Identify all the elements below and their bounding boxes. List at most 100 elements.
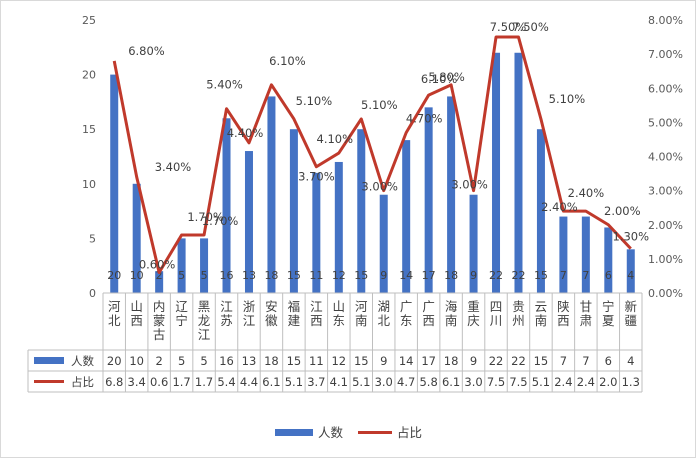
table-cell: 10 xyxy=(129,354,144,368)
line-point-label: 1.70% xyxy=(202,214,239,228)
table-cell: 4 xyxy=(627,354,634,368)
table-cell: 5.1 xyxy=(285,375,303,389)
bar-value-label: 18 xyxy=(264,269,278,282)
bar-value-label: 7 xyxy=(582,269,589,282)
bar-value-label: 2 xyxy=(156,269,163,282)
line-point-label: 2.00% xyxy=(604,204,641,218)
bar-value-label: 6 xyxy=(605,269,612,282)
line-point-label: 4.10% xyxy=(317,132,354,146)
line-point-label: 2.40% xyxy=(568,186,605,200)
line-point-label: 3.00% xyxy=(451,178,488,192)
line-point-label: 4.40% xyxy=(227,126,264,140)
table-cell: 13 xyxy=(242,354,257,368)
table-cell: 7.5 xyxy=(509,375,527,389)
bar xyxy=(267,96,276,293)
table-cell: 9 xyxy=(380,354,387,368)
category-label: 广西 xyxy=(422,299,435,328)
right-axis-tick: 7.00% xyxy=(648,48,683,61)
bar-value-label: 12 xyxy=(332,269,346,282)
bar-value-label: 11 xyxy=(309,269,323,282)
table-cell: 1.7 xyxy=(195,375,213,389)
line-point-label: 3.40% xyxy=(155,160,192,174)
bar-value-label: 5 xyxy=(178,269,185,282)
bar-value-label: 20 xyxy=(107,269,121,282)
bar xyxy=(334,161,343,293)
line-point-label: 3.00% xyxy=(361,180,398,194)
table-legend-label: 占比 xyxy=(71,375,94,389)
line-point-label: 1.30% xyxy=(613,230,650,244)
bar-value-label: 13 xyxy=(242,269,256,282)
bar-value-label: 16 xyxy=(220,269,234,282)
table-cell: 22 xyxy=(489,354,504,368)
bar xyxy=(289,129,298,293)
bar-value-label: 10 xyxy=(130,269,144,282)
left-axis-tick: 15 xyxy=(82,123,96,136)
left-axis-tick: 20 xyxy=(82,69,96,82)
bar xyxy=(379,194,388,293)
bar xyxy=(222,118,231,293)
bar xyxy=(492,52,501,294)
table-legend-label: 人数 xyxy=(71,354,94,368)
right-axis-tick: 2.00% xyxy=(648,219,683,232)
legend-label: 占比 xyxy=(397,425,422,440)
table-cell: 16 xyxy=(219,354,234,368)
table-cell: 6.1 xyxy=(262,375,280,389)
bar xyxy=(536,129,545,293)
line-point-label: 4.70% xyxy=(406,112,443,126)
line-point-label: 0.60% xyxy=(139,258,176,272)
table-cell: 5.1 xyxy=(352,375,370,389)
category-label: 江苏 xyxy=(220,299,233,328)
category-label: 贵州 xyxy=(512,299,525,328)
category-label: 安徽 xyxy=(265,299,278,328)
bar xyxy=(110,74,119,293)
table-cell: 2 xyxy=(155,354,162,368)
line-point-label: 6.10% xyxy=(269,54,306,68)
line-point-label: 6.80% xyxy=(128,44,165,58)
table-cell: 18 xyxy=(264,354,279,368)
right-axis-tick: 5.00% xyxy=(648,116,683,129)
category-label: 甘肃 xyxy=(580,299,593,328)
table-cell: 5 xyxy=(200,354,207,368)
table-legend-bar-key xyxy=(34,357,64,364)
line-point-label: 5.10% xyxy=(361,98,398,112)
table-cell: 1.7 xyxy=(172,375,190,389)
bar-value-label: 5 xyxy=(201,269,208,282)
bar xyxy=(312,172,321,293)
table-cell: 22 xyxy=(511,354,526,368)
table-cell: 6 xyxy=(605,354,612,368)
bar xyxy=(155,271,164,293)
table-cell: 15 xyxy=(354,354,369,368)
category-label: 河北 xyxy=(108,299,121,328)
line-point-label: 7.50% xyxy=(512,20,549,34)
line-point-label: 5.10% xyxy=(549,92,586,106)
bar xyxy=(357,129,366,293)
category-label: 浙江 xyxy=(243,299,256,328)
table-cell: 15 xyxy=(287,354,302,368)
bar xyxy=(424,107,433,293)
line-point-label: 5.40% xyxy=(206,78,243,92)
table-cell: 2.4 xyxy=(577,375,595,389)
bar-value-label: 14 xyxy=(399,269,413,282)
bar xyxy=(626,249,635,293)
bar xyxy=(177,238,186,293)
category-label: 河南 xyxy=(355,299,368,328)
table-cell: 0.6 xyxy=(150,375,168,389)
bar-value-label: 15 xyxy=(287,269,301,282)
bar xyxy=(514,52,523,294)
bar xyxy=(469,194,478,293)
table-cell: 3.0 xyxy=(464,375,482,389)
category-label: 内蒙古 xyxy=(153,299,166,342)
category-label: 辽宁 xyxy=(175,299,188,328)
line-point-label: 5.80% xyxy=(428,70,465,84)
bar-value-label: 22 xyxy=(489,269,503,282)
table-cell: 12 xyxy=(331,354,346,368)
table-cell: 6.1 xyxy=(442,375,460,389)
left-axis-tick: 0 xyxy=(89,287,96,300)
line-point-label: 2.40% xyxy=(541,200,578,214)
left-axis-tick: 5 xyxy=(89,232,96,245)
table-cell: 3.7 xyxy=(307,375,325,389)
bar-value-label: 4 xyxy=(627,269,634,282)
category-label: 山西 xyxy=(130,299,143,328)
line-point-label: 5.10% xyxy=(296,94,333,108)
